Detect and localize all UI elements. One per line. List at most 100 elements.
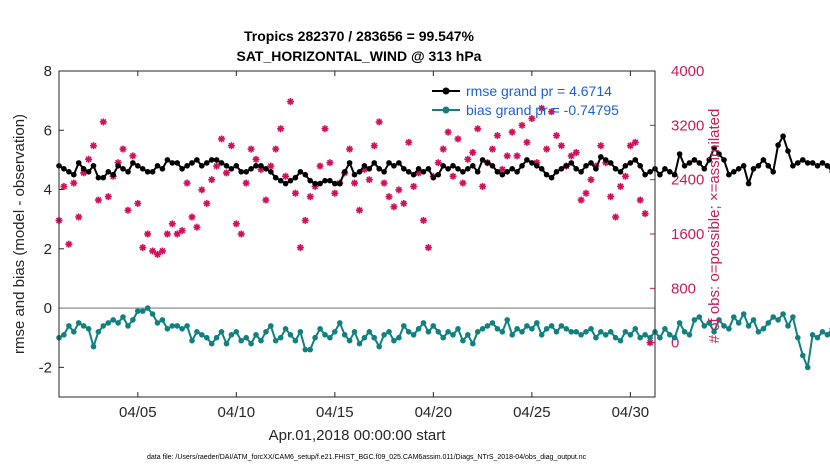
rmse-point <box>790 163 796 169</box>
y-tick-label-right: 2400 <box>671 172 704 189</box>
rmse-point <box>90 163 97 169</box>
obs-point <box>464 155 472 163</box>
rmse-point <box>297 169 304 175</box>
bias-point <box>735 320 742 326</box>
rmse-point <box>814 163 821 169</box>
rmse-point <box>607 160 614 166</box>
bias-point <box>425 329 432 335</box>
rmse-point <box>341 169 348 175</box>
obs-point <box>70 179 78 187</box>
rmse-point <box>538 166 545 172</box>
bias-point <box>691 317 698 323</box>
y-axis-left-label: rmse and bias (model - observation) <box>11 114 28 354</box>
obs-point <box>237 230 245 238</box>
bias-point <box>607 329 614 335</box>
bias-point <box>676 320 683 326</box>
obs-point <box>104 193 112 201</box>
y-tick-label-left: 8 <box>44 63 52 80</box>
rmse-point <box>632 157 639 163</box>
bias-point <box>593 334 599 341</box>
rmse-point <box>445 166 451 172</box>
bias-point <box>184 323 190 329</box>
bias-point <box>573 329 579 335</box>
bias-point <box>322 332 328 338</box>
obs-point <box>439 145 447 153</box>
obs-point <box>518 121 526 129</box>
rmse-point <box>676 151 683 157</box>
rmse-point <box>248 166 254 172</box>
rmse-point <box>804 160 811 166</box>
x-tick-label: 04/10 <box>218 404 256 421</box>
data-file-footnote: data file: /Users/raeder/DAI/ATM_forcXX/… <box>147 454 587 461</box>
x-tick-label: 04/30 <box>612 404 650 421</box>
rmse-point <box>351 171 358 178</box>
rmse-point <box>110 171 116 178</box>
rmse-point <box>169 160 176 166</box>
bias-point <box>445 329 451 335</box>
bias-point <box>558 323 565 329</box>
rmse-point <box>735 166 742 172</box>
legend-bias-label: bias grand pr = -0.74795 <box>466 102 619 118</box>
y-axis-left: 8 6 4 2 0 -2 <box>39 63 64 376</box>
obs-point <box>552 132 560 140</box>
bias-point <box>750 317 757 323</box>
bias-point <box>543 326 550 332</box>
bias-point <box>346 337 353 344</box>
bias-point <box>356 340 363 347</box>
rmse-point <box>573 166 579 172</box>
bias-point <box>405 329 412 335</box>
rmse-point <box>228 166 235 172</box>
obs-point <box>587 176 595 184</box>
bias-point <box>647 334 653 341</box>
legend-rmse-marker <box>442 87 450 95</box>
bias-point <box>149 311 156 317</box>
y-tick-label-left: 0 <box>44 300 52 317</box>
obs-point <box>523 138 531 146</box>
rmse-point <box>425 166 432 172</box>
obs-point <box>326 159 334 167</box>
bias-point <box>696 314 703 320</box>
bias-point <box>465 332 471 338</box>
bias-point <box>199 332 205 338</box>
rmse-point <box>272 174 279 181</box>
bias-point <box>686 332 693 338</box>
obs-point <box>129 152 137 160</box>
rmse-point <box>282 180 289 187</box>
bias-point <box>159 317 166 323</box>
bias-point <box>75 320 82 326</box>
rmse-point <box>548 174 555 181</box>
obs-point <box>424 244 432 252</box>
bias-point <box>785 323 791 329</box>
obs-point <box>419 216 427 224</box>
obs-point <box>247 145 255 153</box>
rmse-point <box>430 174 437 181</box>
obs-point <box>410 182 418 190</box>
rmse-point <box>637 163 643 169</box>
rmse-point <box>356 169 363 175</box>
bias-point <box>420 320 427 326</box>
obs-point <box>577 196 585 204</box>
rmse-point <box>568 160 575 166</box>
y-tick-label-left: 2 <box>44 241 52 258</box>
rmse-series <box>56 133 830 187</box>
rmse-point <box>435 171 442 178</box>
chart-title-line2: SAT_HORIZONTAL_WIND @ 313 hPa <box>237 48 482 64</box>
x-tick-label: 04/15 <box>316 404 354 421</box>
rmse-point <box>691 157 698 163</box>
obs-point <box>85 155 93 163</box>
y-tick-label-right: 4000 <box>671 63 704 80</box>
bias-point <box>95 329 102 335</box>
rmse-point <box>484 160 491 166</box>
obs-point <box>444 128 452 136</box>
rmse-point <box>706 157 712 163</box>
obs-point <box>597 142 605 150</box>
obs-point <box>493 132 501 140</box>
rmse-point <box>376 166 383 172</box>
y-tick-label-left: 6 <box>44 122 52 139</box>
bias-point <box>135 308 141 314</box>
obs-point <box>488 145 496 153</box>
rmse-point <box>499 171 506 178</box>
rmse-point <box>332 180 338 187</box>
bias-point <box>164 326 171 332</box>
bias-point <box>258 337 264 344</box>
